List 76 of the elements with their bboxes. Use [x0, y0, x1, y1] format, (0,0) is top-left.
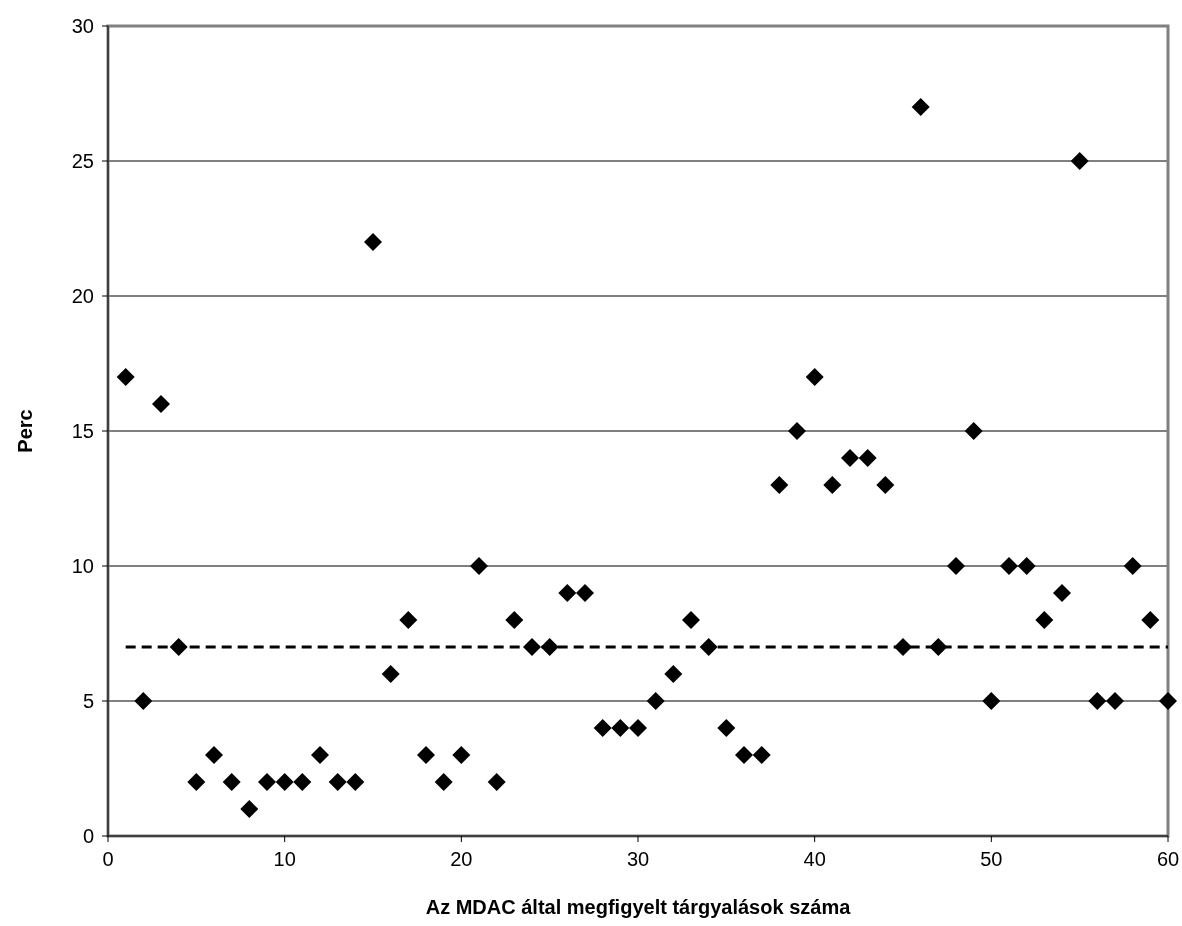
point [1070, 152, 1089, 170]
point [487, 773, 506, 791]
point [399, 611, 418, 629]
point [311, 746, 329, 764]
point [187, 773, 206, 791]
point [699, 638, 718, 656]
point [134, 692, 153, 710]
point [629, 719, 647, 737]
point [293, 773, 312, 791]
y-tick-label: 10 [71, 555, 94, 577]
point [593, 719, 612, 737]
point [240, 800, 259, 818]
point [1123, 557, 1142, 575]
x-axis-title: Az MDAC által megfigyelt tárgyalások száma [425, 896, 852, 918]
y-tick-label: 20 [71, 285, 94, 307]
point [788, 422, 806, 440]
point [452, 746, 471, 764]
point [752, 746, 771, 764]
point [982, 692, 1001, 710]
point [540, 638, 559, 656]
point [876, 476, 895, 494]
point [222, 773, 241, 791]
point [381, 665, 400, 683]
point [152, 395, 170, 413]
point [964, 422, 983, 440]
x-tick-label: 40 [803, 848, 826, 870]
point [805, 368, 824, 386]
point [823, 476, 842, 494]
x-tick-label: 50 [980, 848, 1003, 870]
point [717, 719, 736, 737]
x-tick-label: 0 [102, 848, 114, 870]
point [911, 98, 930, 116]
y-axis-title: Perc [14, 409, 36, 453]
point [735, 746, 753, 764]
point [858, 449, 877, 467]
x-tick-label: 20 [450, 848, 473, 870]
point [470, 557, 488, 575]
y-tick-label: 25 [71, 150, 94, 172]
point [258, 773, 276, 791]
point [505, 611, 524, 629]
point [841, 449, 859, 467]
point [1053, 584, 1071, 602]
point [523, 638, 541, 656]
point [1106, 692, 1124, 710]
x-tick-label: 10 [273, 848, 296, 870]
point [346, 773, 365, 791]
point [1159, 692, 1177, 710]
point [611, 719, 630, 737]
point [929, 638, 948, 656]
point [894, 638, 912, 656]
x-tick-label: 60 [1156, 848, 1180, 870]
y-tick-label: 15 [71, 420, 94, 442]
point [770, 476, 789, 494]
point [947, 557, 965, 575]
point [682, 611, 700, 629]
point [434, 773, 453, 791]
point [558, 584, 577, 602]
point [417, 746, 435, 764]
point [364, 233, 382, 251]
point [576, 584, 594, 602]
point [1088, 692, 1107, 710]
point [1000, 557, 1018, 575]
point [1035, 611, 1054, 629]
point [646, 692, 665, 710]
x-tick-label: 30 [626, 848, 650, 870]
point [116, 368, 135, 386]
point [328, 773, 347, 791]
point [275, 773, 294, 791]
point [205, 746, 223, 764]
point [664, 665, 683, 683]
point [1017, 557, 1036, 575]
y-tick-label: 30 [71, 15, 94, 37]
point [169, 638, 188, 656]
point [1141, 611, 1160, 629]
y-tick-label: 5 [82, 690, 94, 712]
y-tick-label: 0 [82, 825, 94, 847]
